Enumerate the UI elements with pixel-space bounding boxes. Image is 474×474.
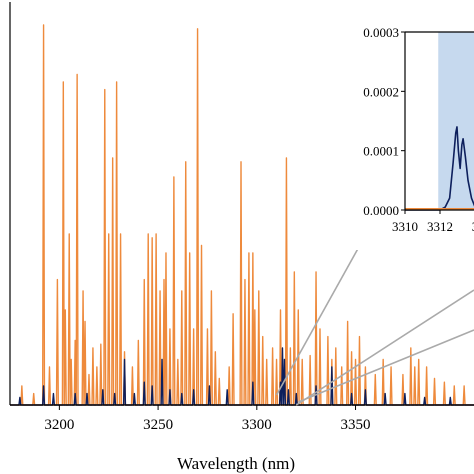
x-axis-title: Wavelength (nm) [177,454,295,473]
inset-y-tick-label: 0.0002 [363,84,399,99]
main-x-ticks: 3200 3250 3300 3350 [44,405,371,433]
main-axes [9,2,474,406]
inset-x-tick-label: 3310 [392,219,418,234]
inset-y-tick-label: 0.0000 [363,203,399,218]
inset-y-tick-label: 0.0003 [363,25,399,40]
series-line-0 [10,24,474,406]
x-tick-label: 3300 [242,417,272,433]
zoom-line-lower [295,289,474,406]
inset-plot: 0.0000 0.0001 0.0002 0.0003 3310 3312 3 [330,0,474,250]
x-tick-label: 3200 [44,417,74,433]
x-tick-label: 3250 [143,417,173,433]
inset-x-tick-label: 3 [472,219,474,234]
x-tick-label: 3350 [341,417,371,433]
zoom-line-lower-2 [297,329,474,403]
inset-y-tick-label: 0.0001 [363,144,399,159]
inset-x-tick-label: 3312 [427,219,453,234]
